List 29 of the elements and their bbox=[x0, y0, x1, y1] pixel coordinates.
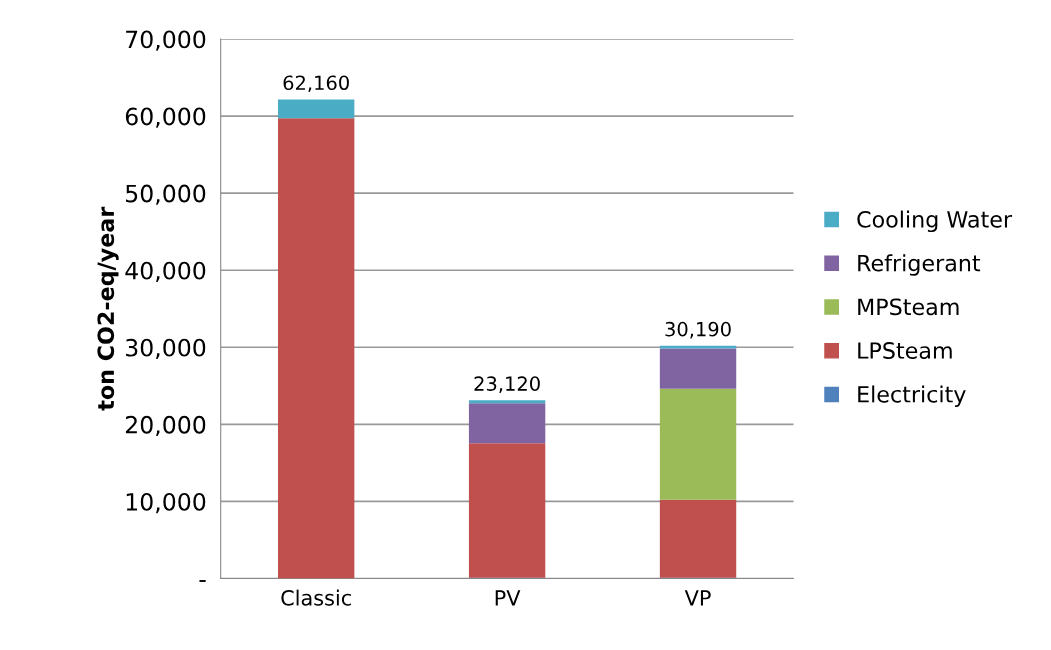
y-tick-label: 60,000 bbox=[125, 107, 206, 128]
bar bbox=[277, 118, 355, 579]
y-tick-label: - bbox=[199, 580, 206, 582]
x-tick-label: PV bbox=[495, 590, 521, 606]
bar bbox=[468, 443, 546, 578]
bar bbox=[659, 499, 737, 578]
y-tick-label: 40,000 bbox=[125, 261, 206, 282]
legend-label: Cooling Water bbox=[857, 210, 1013, 233]
y-tick-label: 30,000 bbox=[126, 338, 206, 359]
bar bbox=[659, 348, 737, 389]
total-label: 30,190 bbox=[665, 321, 731, 339]
x-tick-label: VP bbox=[684, 590, 711, 606]
total-label: 62,160 bbox=[283, 75, 349, 93]
y-tick-label: 10,000 bbox=[126, 492, 206, 514]
x-tick-label: Classic bbox=[281, 589, 351, 606]
bar bbox=[659, 345, 737, 349]
legend-label: Refrigerant bbox=[858, 254, 981, 276]
total-label: 23,120 bbox=[474, 376, 540, 393]
y-axis-title: ton CO2-eq/year bbox=[97, 206, 119, 411]
bar bbox=[659, 388, 737, 500]
bar bbox=[468, 403, 546, 444]
legend-label: Electricity bbox=[858, 385, 966, 407]
y-tick-label: 20,000 bbox=[125, 415, 206, 437]
bar bbox=[277, 99, 355, 119]
y-tick-label: 50,000 bbox=[126, 184, 206, 205]
legend-label: MPSteam bbox=[858, 298, 959, 316]
y-tick-label: 70,000 bbox=[126, 30, 206, 51]
legend-label: LPSteam bbox=[858, 342, 952, 359]
bar bbox=[468, 400, 546, 404]
